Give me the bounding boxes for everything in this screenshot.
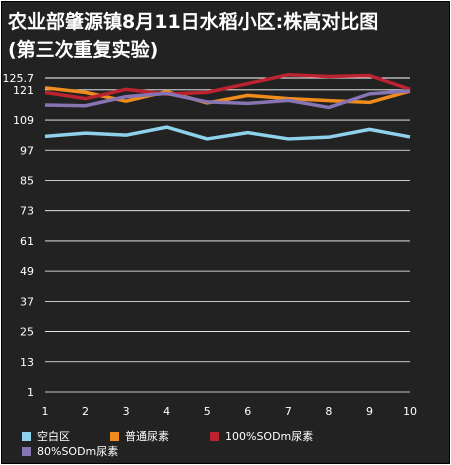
y-tick-label: 1 xyxy=(27,386,34,399)
chart-subtitle: (第三次重复实验) xyxy=(8,39,159,61)
legend-label: 普通尿素 xyxy=(125,430,169,443)
x-axis-labels: 1 2 3 4 5 6 7 8 9 10 xyxy=(42,405,418,418)
x-tick-label: 9 xyxy=(366,405,373,418)
legend-swatch xyxy=(210,431,219,441)
y-tick-label: 97 xyxy=(20,144,34,157)
legend-swatch xyxy=(110,431,119,441)
legend-label: 空白区 xyxy=(37,430,70,443)
legend-label: 100%SODm尿素 xyxy=(225,430,314,443)
y-tick-label: 109 xyxy=(13,114,34,127)
y-tick-label: 121 xyxy=(13,84,34,97)
legend-swatch xyxy=(22,431,31,441)
series-lines xyxy=(44,72,411,141)
legend-label: 80%SODm尿素 xyxy=(37,445,119,458)
y-tick-label: 125.7 xyxy=(3,72,35,85)
x-tick-label: 8 xyxy=(325,405,332,418)
x-tick-label: 2 xyxy=(82,405,89,418)
legend-swatch xyxy=(22,446,31,456)
legend-item: 100%SODm尿素 xyxy=(210,428,313,444)
y-tick-label: 85 xyxy=(20,174,34,187)
y-tick-label: 13 xyxy=(20,356,34,369)
chart-title: 农业部肇源镇8月11日水稻小区:株高对比图 xyxy=(8,11,379,33)
grid-lines xyxy=(45,77,410,393)
series-line-2 xyxy=(44,72,411,101)
y-tick-label: 61 xyxy=(20,235,34,248)
x-tick-label: 4 xyxy=(163,405,170,418)
series-line-0 xyxy=(44,125,411,141)
series-line-3 xyxy=(44,89,411,110)
x-tick-label: 7 xyxy=(285,405,292,418)
legend-item: 空白区 xyxy=(22,428,70,444)
legend-item: 80%SODm尿素 xyxy=(22,443,118,459)
y-tick-label: 37 xyxy=(20,295,34,308)
x-tick-label: 1 xyxy=(42,405,49,418)
y-tick-label: 73 xyxy=(20,205,34,218)
x-tick-label: 10 xyxy=(403,405,417,418)
x-tick-label: 6 xyxy=(244,405,251,418)
y-tick-label: 49 xyxy=(20,265,34,278)
chart-title-block: 农业部肇源镇8月11日水稻小区:株高对比图 (第三次重复实验) xyxy=(8,8,448,64)
legend-item: 普通尿素 xyxy=(110,428,169,444)
x-tick-label: 5 xyxy=(204,405,211,418)
x-tick-label: 3 xyxy=(123,405,130,418)
y-tick-label: 25 xyxy=(20,326,34,339)
